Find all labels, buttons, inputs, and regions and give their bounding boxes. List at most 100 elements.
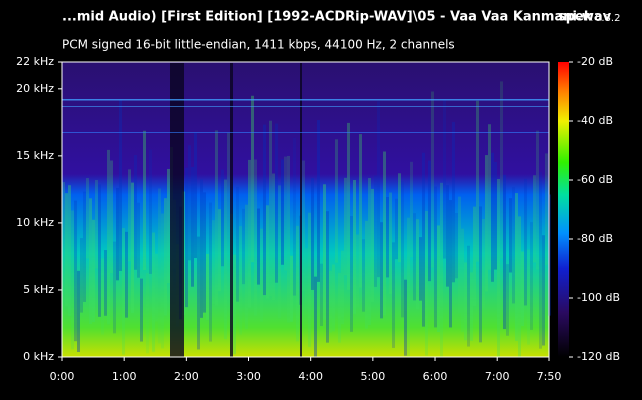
texture-stripe — [323, 184, 326, 320]
y-tick-label: 22 kHz — [16, 55, 54, 68]
texture-stripe — [332, 264, 335, 332]
x-tick-label: 2:00 — [174, 370, 199, 383]
x-tick-label: 7:50 — [537, 370, 562, 383]
texture-stripe — [143, 130, 146, 271]
texture-stripe — [284, 156, 287, 271]
texture-stripe — [227, 132, 230, 301]
texture-stripe — [113, 241, 116, 334]
y-tick-label: 10 kHz — [16, 216, 54, 229]
texture-stripe — [476, 100, 479, 262]
texture-stripe — [281, 159, 284, 265]
texture-stripe — [431, 91, 434, 268]
texture-stripe — [275, 123, 278, 283]
texture-stripe — [254, 159, 257, 316]
texture-stripe — [257, 208, 260, 285]
x-tick-label: 0:00 — [50, 370, 75, 383]
texture-stripe — [65, 193, 68, 307]
spectrogram — [62, 62, 549, 357]
texture-stripe — [86, 177, 89, 259]
texture-stripe — [380, 222, 383, 319]
texture-stripe — [212, 220, 215, 305]
spectral-line — [62, 106, 549, 107]
texture-stripe — [401, 181, 404, 318]
x-tick-label: 1:00 — [112, 370, 137, 383]
texture-stripe — [371, 188, 374, 303]
texture-stripe — [392, 242, 395, 348]
texture-stripe — [416, 219, 419, 310]
texture-stripe — [233, 254, 236, 355]
texture-stripe — [152, 232, 155, 352]
texture-stripe — [410, 161, 413, 258]
texture-stripe — [203, 192, 206, 313]
color-bar — [558, 62, 569, 357]
texture-stripe — [368, 178, 371, 326]
texture-stripe — [164, 198, 167, 316]
texture-stripe — [494, 161, 497, 270]
texture-stripe — [236, 186, 239, 302]
texture-stripe — [68, 185, 71, 316]
texture-stripe — [221, 169, 224, 267]
texture-stripe — [209, 202, 212, 342]
quiet-gap — [300, 63, 302, 357]
texture-stripe — [128, 169, 131, 262]
texture-stripe — [116, 187, 119, 281]
texture-stripe — [197, 236, 200, 350]
texture-stripe — [362, 239, 365, 312]
texture-stripe — [140, 278, 143, 342]
texture-stripe — [308, 212, 311, 348]
quiet-gap — [230, 63, 233, 357]
texture-stripe — [377, 101, 380, 278]
texture-stripe — [194, 132, 197, 259]
texture-stripe — [326, 211, 329, 343]
y-tick-label: 5 kHz — [23, 283, 54, 296]
texture-stripe — [464, 262, 467, 341]
texture-stripe — [266, 205, 269, 299]
texture-stripe — [161, 213, 164, 349]
texture-stripe — [467, 245, 470, 347]
texture-stripe — [263, 124, 266, 296]
texture-stripe — [503, 174, 506, 330]
texture-stripe — [437, 225, 440, 333]
texture-stripe — [512, 186, 515, 304]
texture-stripe — [134, 155, 137, 270]
texture-stripe — [506, 264, 509, 336]
texture-stripe — [290, 255, 293, 322]
texture-stripe — [149, 149, 152, 274]
texture-stripe — [71, 210, 74, 350]
texture-stripe — [518, 216, 521, 357]
texture-stripe — [422, 152, 425, 327]
texture-stripe — [452, 122, 455, 283]
texture-stripe — [320, 263, 323, 327]
texture-stripe — [428, 160, 431, 282]
texture-stripe — [443, 99, 446, 259]
texture-stripe — [110, 160, 113, 274]
app-version: 0.8.2 — [595, 13, 620, 24]
texture-stripe — [83, 191, 86, 302]
texture-stripe — [269, 120, 272, 297]
texture-stripe — [497, 179, 500, 357]
texture-stripe — [461, 228, 464, 332]
texture-stripe — [293, 137, 296, 296]
texture-stripe — [341, 250, 344, 325]
texture-stripe — [317, 120, 320, 282]
texture-stripe — [347, 122, 350, 290]
texture-stripe — [545, 153, 548, 265]
texture-stripe — [224, 179, 227, 340]
x-tick-label: 6:00 — [423, 370, 448, 383]
quiet-gap — [170, 63, 184, 357]
texture-stripe — [125, 231, 128, 318]
texture-stripe — [260, 228, 263, 322]
texture-stripe — [242, 208, 245, 285]
texture-stripe — [383, 151, 386, 316]
texture-stripe — [536, 130, 539, 270]
texture-stripe — [542, 235, 545, 346]
y-tick-label: 0 kHz — [23, 350, 54, 363]
texture-stripe — [365, 220, 368, 329]
texture-stripe — [359, 134, 362, 288]
texture-stripe — [311, 178, 314, 290]
texture-stripe — [215, 130, 218, 306]
texture-stripe — [101, 258, 104, 335]
texture-stripe — [374, 175, 377, 287]
texture-stripe — [95, 179, 98, 269]
texture-stripe — [356, 234, 359, 308]
